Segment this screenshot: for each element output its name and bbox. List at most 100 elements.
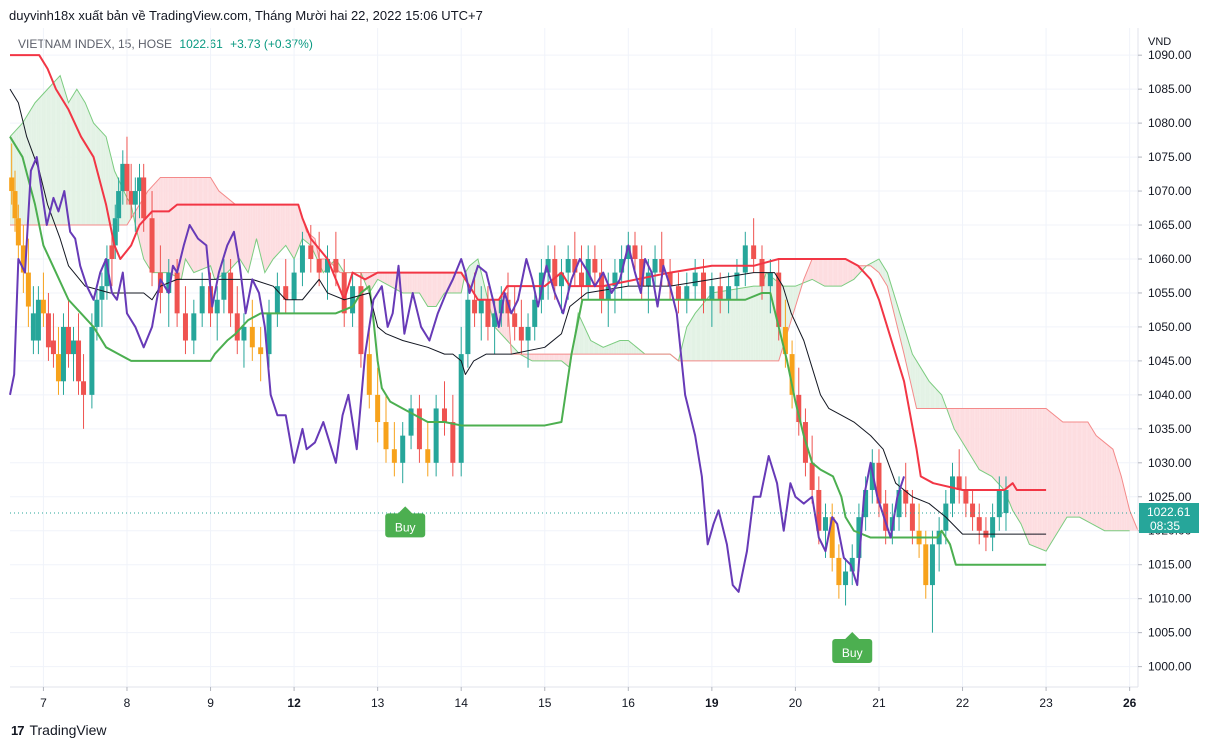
publish-attribution: duyvinh18x xuất bản về TradingView.com, … [9, 8, 483, 23]
tradingview-logo-icon: 17 [11, 722, 25, 738]
cloud-segment [723, 290, 726, 361]
cloud-segment [904, 326, 906, 362]
cloud-segment [733, 289, 736, 361]
candle-body [132, 191, 138, 205]
cloud-segment [835, 258, 838, 287]
cloud-segment [623, 340, 625, 355]
cloud-segment [185, 177, 188, 262]
cloud-segment [980, 408, 983, 472]
cloud-segment [128, 200, 131, 223]
cloud-segment [73, 91, 76, 226]
chart-grid [10, 28, 1138, 687]
candle-body [789, 354, 795, 395]
candle-body [956, 476, 962, 490]
cloud-segment [538, 354, 540, 361]
cloud-segment [822, 258, 824, 286]
candle-body [896, 489, 902, 518]
cloud-segment [437, 272, 440, 304]
cloud-segment [875, 259, 878, 272]
cloud-segment [1114, 454, 1117, 531]
cloud-segment [910, 348, 913, 391]
cloud-segment [68, 100, 71, 226]
candle-body [128, 191, 134, 205]
cloud-segment [215, 185, 218, 279]
y-tick-label-5: 1025.00 [1148, 490, 1192, 504]
cloud-segment [377, 272, 380, 281]
cloud-segment [1005, 408, 1008, 499]
candle-body [124, 163, 130, 192]
cloud-segment [586, 331, 589, 355]
cloud-segment [456, 272, 458, 293]
candle-body [776, 272, 782, 327]
cloud-segment [299, 207, 301, 247]
cloud-segment [1076, 422, 1078, 518]
candle-body [149, 218, 155, 273]
cloud-segment [284, 204, 286, 248]
cloud-segment [949, 408, 951, 420]
cloud-segment [746, 286, 749, 361]
cloud-segment [773, 278, 776, 361]
cloud-segment [633, 344, 635, 355]
cloud-segment [270, 204, 273, 264]
cloud-segment [962, 408, 965, 446]
cloud-segment [60, 75, 62, 226]
cloud-segment [812, 258, 814, 281]
cloud-segment [434, 272, 437, 307]
candle-body [767, 272, 773, 287]
y-tick-label-10: 1050.00 [1148, 320, 1192, 334]
cloud-segment [957, 408, 960, 437]
cloud-segment [421, 272, 423, 299]
footer-brand[interactable]: 17 TradingView [11, 722, 107, 738]
x-tick-label-8: 19 [705, 696, 719, 710]
candle-body [1003, 489, 1009, 514]
cloud-segment [815, 258, 818, 283]
symbol-name: VIETNAM INDEX, 15, HOSE [18, 37, 173, 51]
baseline-line [9, 88, 1047, 535]
cloud-segment [228, 199, 231, 271]
cloud-segment [691, 316, 694, 361]
cloud-segment [58, 75, 61, 226]
candle-body [472, 299, 478, 314]
y-tick-label-3: 1015.00 [1148, 558, 1192, 572]
buy-label-bg [385, 513, 426, 538]
cloud-segment [477, 258, 480, 300]
cloud-segment [959, 408, 961, 440]
cloud-segment [593, 341, 595, 355]
cloud-segment [700, 305, 702, 361]
cloud-segment [279, 204, 281, 253]
cloud-segment [1002, 408, 1005, 490]
buy-label: Buy [395, 520, 416, 534]
cloud-segment [837, 258, 839, 287]
cloud-segment [688, 321, 691, 361]
cloud-segment [930, 383, 933, 409]
candle-body [742, 245, 748, 273]
candle-body [625, 245, 631, 259]
cloud-segment [1010, 408, 1013, 511]
cloud-segment [549, 354, 552, 361]
cloud-segment [111, 160, 114, 226]
candle-body [552, 258, 558, 287]
cloud-segment [225, 196, 228, 274]
candle-body [996, 489, 1002, 518]
cloud-segment [533, 354, 535, 361]
cloud-segment [685, 326, 687, 361]
candle-body [512, 313, 518, 327]
cloud-segment [743, 287, 746, 361]
candle-body [208, 286, 214, 314]
cloud-segment [422, 272, 425, 302]
cloud-segment [289, 204, 291, 254]
candle-body [12, 191, 18, 219]
candle-body [308, 245, 314, 259]
cloud-segment [384, 272, 386, 284]
candle-body [450, 422, 456, 463]
cloud-segment [792, 286, 794, 318]
cloud-segment [1081, 422, 1083, 519]
x-tick-label-13: 26 [1123, 696, 1137, 710]
candle-body [109, 245, 115, 259]
cloud-segment [872, 261, 874, 269]
cloud-segment [919, 364, 921, 409]
cloud-segment [621, 340, 624, 355]
cloud-segment [618, 340, 620, 355]
cloud-segment [90, 114, 92, 226]
